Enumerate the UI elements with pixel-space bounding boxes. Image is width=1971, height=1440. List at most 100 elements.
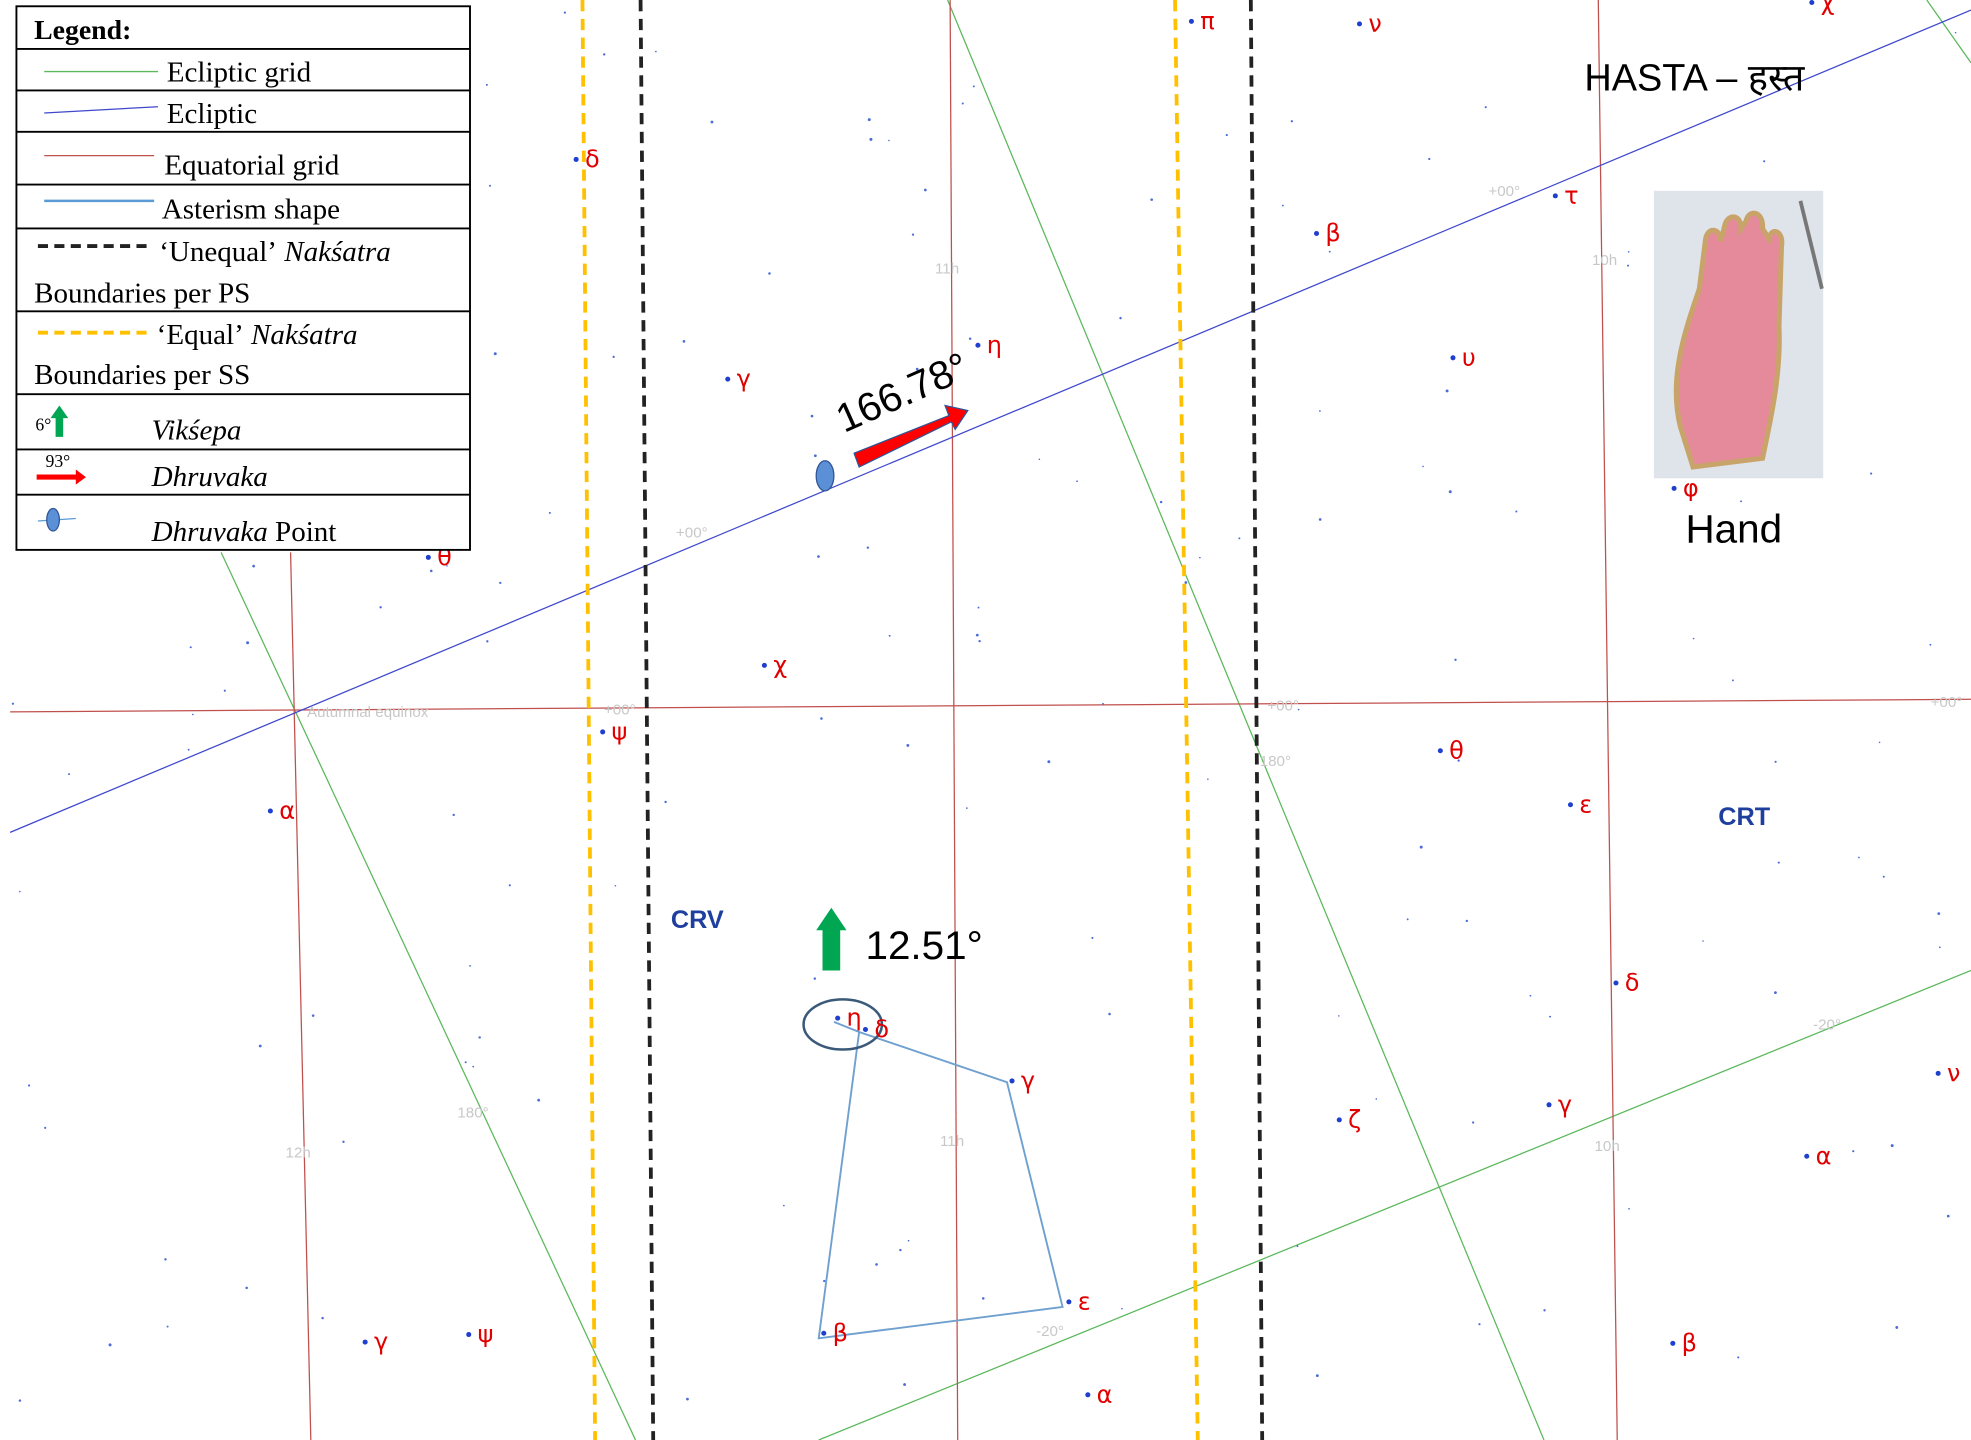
unequal-boundary — [638, 0, 656, 1440]
faint-star — [614, 884, 617, 887]
faint-star — [499, 581, 502, 585]
faint-star — [1946, 1214, 1950, 1218]
equatorial-grid-line — [289, 552, 312, 1440]
faint-star — [68, 773, 70, 776]
dhruvaka-star-circle — [802, 998, 884, 1051]
star — [425, 554, 431, 560]
grid-label: +00° — [1488, 183, 1520, 200]
faint-star — [875, 1263, 878, 1266]
legend-label: Equatorial grid — [164, 150, 340, 182]
legend-label: Dhruvaka Point — [151, 516, 337, 548]
star — [573, 156, 579, 162]
star-label: ν — [1368, 9, 1381, 37]
faint-star — [1937, 912, 1941, 916]
faint-star — [342, 1140, 345, 1143]
faint-star — [18, 1399, 22, 1402]
faint-star — [1858, 856, 1860, 859]
faint-star — [867, 118, 871, 122]
faint-star — [1121, 1307, 1123, 1310]
faint-star — [1628, 1207, 1630, 1210]
faint-star — [563, 11, 566, 14]
faint-star — [768, 272, 771, 275]
grid-label: +00° — [604, 701, 636, 718]
faint-star — [975, 633, 979, 637]
faint-star — [258, 1044, 262, 1048]
image-caption: Hand — [1685, 506, 1782, 551]
star — [761, 662, 767, 668]
faint-star — [686, 1397, 689, 1401]
hand-staff — [1798, 200, 1824, 290]
star-label: ζ — [1348, 1105, 1361, 1133]
equatorial-grid-line — [10, 698, 1971, 713]
legend-label: Asterism shape — [162, 194, 340, 226]
faint-star — [1281, 204, 1284, 207]
legend-label: Boundaries per SS — [34, 359, 250, 391]
faint-star — [1763, 160, 1766, 163]
faint-star — [1627, 264, 1630, 267]
star-label: γ — [1021, 1067, 1035, 1095]
star — [600, 729, 606, 735]
grid-label: 12h — [286, 1145, 311, 1162]
faint-star — [1102, 702, 1104, 705]
faint-star — [246, 641, 250, 645]
ecliptic-grid-line — [818, 969, 1971, 1440]
grid-label: 10h — [1594, 1138, 1619, 1155]
faint-star — [1076, 480, 1078, 483]
faint-star — [817, 555, 820, 558]
legend-label: Vikśepa — [152, 414, 242, 446]
star — [1437, 748, 1443, 754]
faint-star — [493, 352, 497, 356]
faint-star — [810, 414, 814, 418]
faint-star — [978, 640, 981, 643]
equal-boundary — [580, 0, 597, 1440]
faint-star — [1422, 465, 1424, 468]
faint-star — [1225, 134, 1228, 137]
faint-star — [508, 884, 511, 887]
star — [821, 1330, 827, 1336]
faint-star — [1047, 760, 1051, 764]
star-label: π — [1200, 7, 1214, 35]
faint-star — [164, 1258, 167, 1261]
faint-star — [486, 640, 489, 643]
star — [1314, 231, 1320, 237]
faint-star — [813, 454, 817, 458]
faint-star — [27, 1084, 31, 1087]
star — [1671, 485, 1677, 491]
star — [267, 808, 273, 814]
faint-star — [488, 184, 492, 187]
star — [1935, 1070, 1941, 1076]
legend-vikshepa-arrow — [50, 405, 69, 437]
faint-star — [1207, 778, 1209, 780]
faint-star — [1890, 1144, 1894, 1148]
faint-star — [655, 50, 657, 53]
equatorial-grid-line — [1597, 0, 1618, 1440]
faint-star — [915, 367, 919, 371]
faint-star — [869, 137, 873, 141]
faint-star — [981, 1297, 985, 1300]
faint-star — [1774, 991, 1777, 995]
faint-star — [166, 1325, 169, 1328]
faint-star — [548, 511, 551, 514]
equatorial-grid-line — [949, 0, 959, 1440]
dhruvaka-arrow — [853, 404, 969, 468]
star-label: β — [833, 1319, 848, 1347]
faint-star — [18, 890, 21, 893]
faint-star — [1445, 389, 1449, 393]
star — [1809, 0, 1815, 6]
star — [466, 1332, 472, 1338]
faint-star — [1318, 518, 1322, 521]
faint-star — [108, 1343, 112, 1347]
faint-star — [820, 717, 823, 720]
star-label: β — [1682, 1329, 1697, 1357]
faint-star — [1740, 500, 1742, 503]
ecliptic-line — [9, 9, 1971, 833]
star — [862, 1026, 868, 1032]
ecliptic-grid-line — [1926, 0, 1971, 64]
grid-label: -20° — [1036, 1323, 1064, 1340]
star-label: ε — [1579, 790, 1592, 818]
legend-title: Legend: — [34, 14, 131, 45]
faint-star — [469, 964, 471, 967]
faint-star — [1297, 708, 1300, 711]
faint-star — [1774, 760, 1777, 763]
